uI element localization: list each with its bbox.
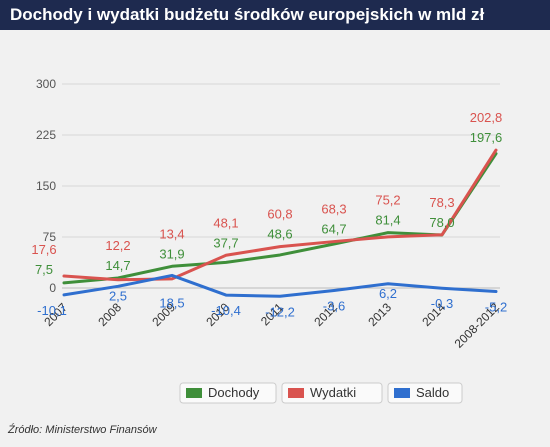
legend-item-saldo: Saldo	[387, 382, 463, 404]
chart-title: Dochody i wydatki budżetu środków europe…	[10, 5, 485, 24]
data-label-dochody: 78,0	[429, 215, 454, 230]
data-label-wydatki: 202,8	[470, 110, 503, 125]
data-label-wydatki: 17,6	[31, 242, 56, 257]
legend-box	[281, 382, 383, 404]
data-label-dochody: 31,9	[159, 246, 184, 261]
data-label-dochody: 197,6	[470, 130, 503, 145]
x-tick-label: 2008	[95, 300, 124, 329]
data-label-wydatki: 75,2	[375, 193, 400, 208]
legend-box	[179, 382, 277, 404]
y-tick-label: 150	[36, 179, 56, 193]
data-labels: 17,6 7,5 -10,1 12,2 14,7 2,5 13,4 31,9 18,5 48,1 3…	[31, 110, 507, 319]
data-label-wydatki: 48,1	[213, 215, 238, 230]
data-label-saldo: -10,1	[37, 303, 67, 318]
legend: Dochody Wydatki Saldo	[179, 382, 463, 404]
data-label-saldo: 2,5	[109, 288, 127, 303]
legend-label: Wydatki	[310, 385, 356, 400]
y-tick-label: 225	[36, 128, 56, 142]
legend-label: Saldo	[416, 385, 449, 400]
source-note: Źródło: Ministerstwo Finansów	[8, 424, 157, 436]
legend-item-dochody: Dochody	[179, 382, 277, 404]
legend-swatch	[288, 388, 304, 398]
legend-swatch	[186, 388, 202, 398]
data-label-dochody: 37,7	[213, 235, 238, 250]
data-label-saldo: -5,2	[485, 300, 507, 315]
title-bar: Dochody i wydatki budżetu środków europe…	[0, 0, 550, 30]
data-label-saldo: 18,5	[159, 295, 184, 310]
data-label-dochody: 14,7	[105, 258, 130, 273]
data-label-saldo: -12,2	[265, 304, 295, 319]
y-tick-labels: 0 75 150 225 300	[36, 77, 56, 295]
data-label-wydatki: 60,8	[267, 207, 292, 222]
data-label-saldo: -3,6	[323, 298, 345, 313]
data-label-wydatki: 68,3	[321, 202, 346, 217]
y-tick-label: 75	[43, 230, 57, 244]
series-line-wydatki	[62, 148, 498, 282]
legend-label: Dochody	[208, 385, 260, 400]
data-label-wydatki: 12,2	[105, 238, 130, 253]
data-label-saldo: -10,4	[211, 303, 241, 318]
data-label-wydatki: 13,4	[159, 226, 184, 241]
y-tick-label: 300	[36, 77, 56, 91]
data-label-dochody: 48,6	[267, 227, 292, 242]
data-label-saldo: -0,3	[431, 296, 453, 311]
legend-swatch	[394, 388, 410, 398]
y-tick-label: 0	[49, 281, 56, 295]
data-label-saldo: 6,2	[379, 286, 397, 301]
legend-item-wydatki: Wydatki	[281, 382, 383, 404]
data-label-dochody: 7,5	[35, 262, 53, 277]
data-label-dochody: 64,7	[321, 222, 346, 237]
data-label-dochody: 81,4	[375, 213, 400, 228]
x-tick-label: 2013	[365, 300, 394, 329]
series-line-saldo	[62, 273, 498, 298]
series-lines	[62, 148, 498, 298]
data-label-wydatki: 78,3	[429, 195, 454, 210]
